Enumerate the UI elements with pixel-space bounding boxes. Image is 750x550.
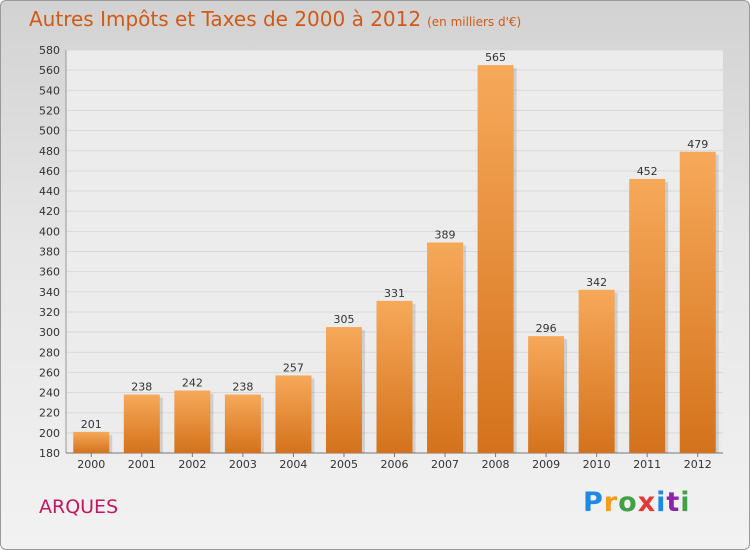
y-tick-label: 180	[39, 447, 60, 460]
x-tick-label: 2002	[178, 458, 206, 471]
bar	[174, 390, 211, 453]
x-tick-label: 2006	[381, 458, 409, 471]
x-tick-label: 2009	[532, 458, 560, 471]
bar	[629, 178, 666, 453]
y-tick-label: 200	[39, 427, 60, 440]
bar-value-label: 389	[435, 228, 456, 241]
bar	[73, 431, 110, 453]
bar	[224, 394, 261, 453]
bar-value-label: 565	[485, 51, 506, 64]
bar	[376, 300, 413, 453]
y-tick-label: 240	[39, 387, 60, 400]
bar-value-label: 201	[81, 418, 102, 431]
y-tick-label: 480	[39, 145, 60, 158]
y-tick-label: 300	[39, 326, 60, 339]
bar	[578, 289, 615, 453]
x-tick-label: 2005	[330, 458, 358, 471]
y-tick-label: 280	[39, 346, 60, 359]
bar-value-label: 238	[131, 381, 152, 394]
y-tick-label: 340	[39, 286, 60, 299]
x-tick-label: 2003	[229, 458, 257, 471]
bar	[427, 242, 464, 453]
y-tick-label: 560	[39, 64, 60, 77]
x-tick-label: 2012	[684, 458, 712, 471]
chart-unit-label: (en milliers d'€)	[427, 15, 522, 29]
y-tick-label: 520	[39, 104, 60, 117]
y-tick-label: 580	[39, 44, 60, 57]
bar	[528, 336, 565, 453]
y-tick-label: 500	[39, 125, 60, 138]
bar	[679, 151, 716, 453]
y-tick-label: 360	[39, 266, 60, 279]
x-tick-label: 2007	[431, 458, 459, 471]
bar-value-label: 479	[687, 138, 708, 151]
y-tick-label: 320	[39, 306, 60, 319]
y-tick-label: 220	[39, 407, 60, 420]
bar-value-label: 257	[283, 361, 304, 374]
y-tick-label: 540	[39, 84, 60, 97]
bar-value-label: 305	[333, 313, 354, 326]
x-tick-label: 2008	[482, 458, 510, 471]
bar	[477, 65, 514, 454]
chart-title: Autres Impôts et Taxes de 2000 à 2012 (en…	[29, 7, 521, 31]
chart-title-text: Autres Impôts et Taxes de 2000 à 2012	[29, 7, 422, 31]
bar-value-label: 342	[586, 276, 607, 289]
y-tick-label: 440	[39, 185, 60, 198]
y-tick-label: 380	[39, 246, 60, 259]
bar	[123, 394, 160, 453]
bar-value-label: 296	[536, 322, 557, 335]
y-tick-label: 400	[39, 225, 60, 238]
x-tick-label: 2004	[279, 458, 307, 471]
bar-value-label: 452	[637, 165, 658, 178]
x-tick-label: 2011	[633, 458, 661, 471]
y-tick-label: 260	[39, 366, 60, 379]
bar-value-label: 238	[232, 381, 253, 394]
bar	[275, 375, 312, 453]
x-tick-label: 2010	[583, 458, 611, 471]
bar-value-label: 331	[384, 287, 405, 300]
bar	[325, 327, 362, 453]
bar-value-label: 242	[182, 377, 203, 390]
y-tick-label: 420	[39, 205, 60, 218]
x-tick-label: 2001	[128, 458, 156, 471]
proxiti-logo: Proxiti	[583, 487, 691, 518]
city-name: ARQUES	[39, 496, 119, 518]
y-tick-label: 460	[39, 165, 60, 178]
x-tick-label: 2000	[77, 458, 105, 471]
